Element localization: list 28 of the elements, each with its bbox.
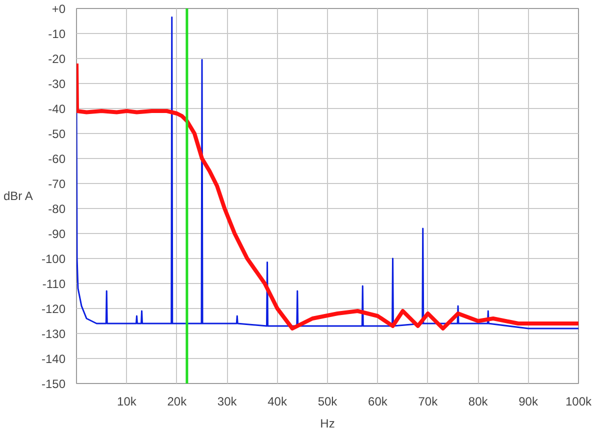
x-tick-label: 40k <box>268 394 288 408</box>
x-tick-label: 80k <box>468 394 489 408</box>
y-tick-label: -140 <box>41 352 66 366</box>
y-tick-label: -150 <box>41 377 66 391</box>
x-tick-label: 90k <box>518 394 539 408</box>
x-tick-label: 10k <box>117 394 138 408</box>
y-tick-label: -130 <box>41 327 66 341</box>
y-tick-label: -80 <box>48 202 66 216</box>
y-tick-label: -70 <box>48 177 66 191</box>
y-tick-label: -120 <box>41 302 66 316</box>
y-tick-label: +0 <box>52 2 66 16</box>
x-axis-title: Hz <box>320 416 335 430</box>
y-tick-label: -90 <box>48 227 66 241</box>
y-tick-label: -20 <box>48 52 66 66</box>
x-tick-label: 60k <box>368 394 388 408</box>
y-tick-label: -10 <box>48 27 66 41</box>
x-tick-label: 50k <box>318 394 338 408</box>
x-tick-label: 100k <box>565 394 593 408</box>
x-tick-label: 70k <box>418 394 439 408</box>
y-axis-title: dBr A <box>3 189 33 203</box>
y-tick-label: -40 <box>48 102 66 116</box>
y-tick-label: -50 <box>48 127 66 141</box>
x-tick-label: 30k <box>217 394 238 408</box>
y-tick-label: -100 <box>41 252 66 266</box>
x-tick-label: 20k <box>167 394 188 408</box>
y-tick-label: -60 <box>48 152 66 166</box>
y-tick-label: -110 <box>42 277 66 291</box>
y-tick-label: -30 <box>48 77 66 91</box>
